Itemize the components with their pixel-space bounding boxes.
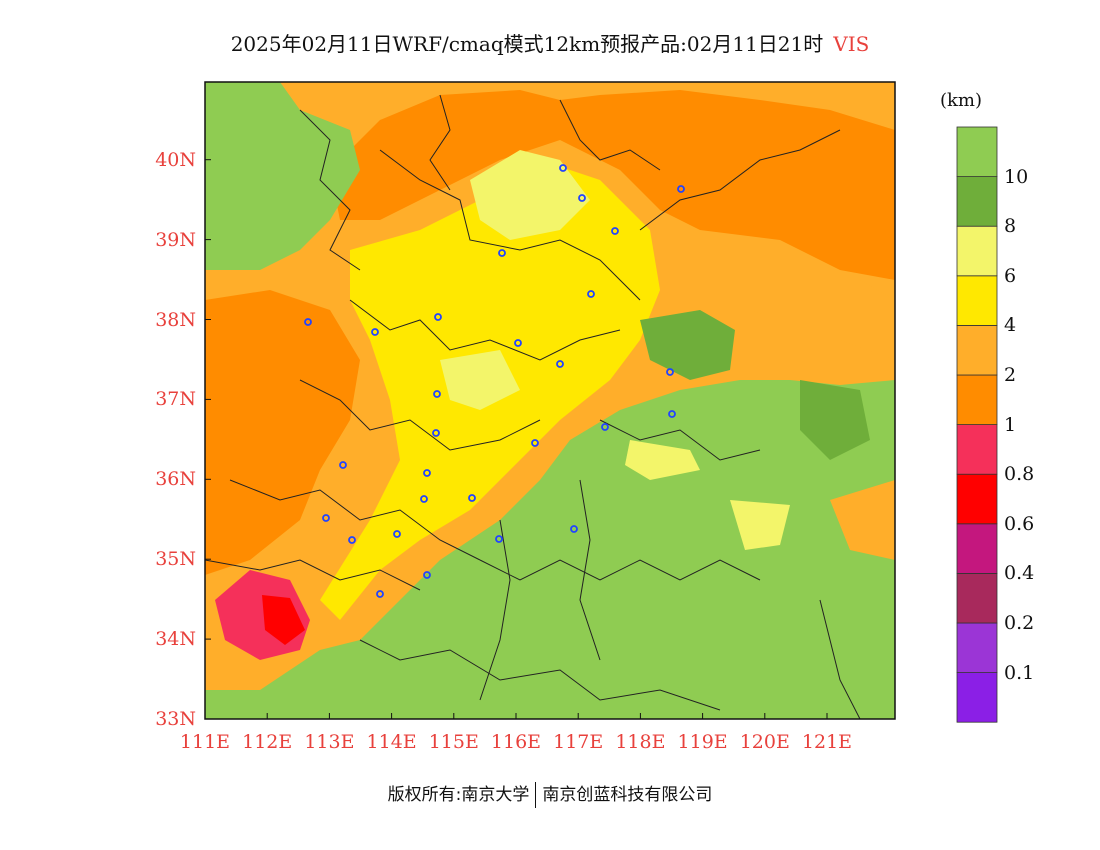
y-tick-label: 33N bbox=[155, 708, 196, 730]
x-tick-label: 115E bbox=[428, 731, 479, 753]
color-bar-segment bbox=[956, 573, 998, 624]
color-bar-segment bbox=[956, 424, 998, 475]
color-bar-label: 0.1 bbox=[1004, 661, 1035, 684]
station-marker bbox=[611, 227, 619, 235]
station-marker bbox=[433, 390, 441, 398]
boundary-lines bbox=[205, 94, 861, 719]
field-green-northwest bbox=[205, 82, 360, 270]
y-tick-label: 40N bbox=[155, 148, 196, 171]
station-marker bbox=[498, 249, 506, 257]
color-bar-segment bbox=[956, 523, 998, 574]
station-marker bbox=[531, 439, 539, 447]
y-tick-label: 37N bbox=[155, 388, 196, 411]
station-markers bbox=[304, 164, 685, 598]
x-tick-label: 117E bbox=[553, 731, 604, 753]
station-marker bbox=[376, 590, 384, 598]
color-bar-label: 1 bbox=[1004, 413, 1017, 436]
field-red-southwest bbox=[262, 595, 305, 645]
map-field bbox=[205, 82, 895, 719]
color-bar-segment bbox=[956, 324, 998, 376]
color-bar-label: 8 bbox=[1004, 215, 1017, 238]
x-tick-label: 118E bbox=[615, 731, 666, 753]
field-lightyellow-coast bbox=[730, 500, 790, 550]
y-ticks bbox=[205, 159, 211, 720]
y-tick-label: 36N bbox=[155, 468, 196, 491]
field-darkgreen-bohai bbox=[640, 310, 735, 380]
station-marker bbox=[420, 495, 428, 503]
color-bar-label: 4 bbox=[1004, 314, 1017, 337]
station-marker bbox=[322, 514, 330, 522]
y-tick-label: 39N bbox=[155, 228, 196, 251]
station-marker bbox=[495, 535, 503, 543]
station-marker bbox=[666, 368, 674, 376]
station-marker bbox=[668, 410, 676, 418]
field-lightyellow-north bbox=[470, 150, 590, 240]
station-marker bbox=[677, 185, 685, 193]
station-marker bbox=[339, 461, 347, 469]
station-marker bbox=[423, 469, 431, 477]
title-text: 2025年02月11日WRF/cmaq模式12km预报产品:02月11日21时 bbox=[230, 32, 824, 56]
color-bar-segment bbox=[956, 275, 998, 326]
color-bar-segment bbox=[956, 622, 998, 673]
color-bar-segment bbox=[956, 176, 998, 227]
y-tick-label: 38N bbox=[155, 308, 196, 331]
station-marker bbox=[432, 429, 440, 437]
footer-separator bbox=[535, 782, 537, 808]
station-marker bbox=[559, 164, 567, 172]
field-orange-west bbox=[205, 290, 360, 575]
color-bar-label: 6 bbox=[1004, 264, 1017, 287]
legend-unit: (km) bbox=[940, 90, 983, 111]
map-title: 2025年02月11日WRF/cmaq模式12km预报产品:02月11日21时 V… bbox=[0, 28, 1100, 57]
station-marker bbox=[434, 313, 442, 321]
footer-right: 南京创蓝科技有限公司 bbox=[542, 785, 713, 805]
x-tick-label: 120E bbox=[739, 731, 790, 753]
color-bar-label: 0.2 bbox=[1004, 612, 1035, 634]
x-tick-label: 112E bbox=[242, 731, 293, 753]
field-lightyellow-center bbox=[440, 350, 520, 410]
field-orange-north bbox=[330, 90, 895, 280]
station-marker bbox=[393, 530, 401, 538]
color-bar-label: 10 bbox=[1004, 165, 1029, 188]
field-lightyellow-shandong bbox=[625, 440, 700, 480]
field-darkgreen-east bbox=[800, 380, 870, 460]
x-tick-label: 113E bbox=[304, 731, 355, 753]
station-marker bbox=[578, 194, 586, 202]
y-tick-label: 35N bbox=[155, 548, 196, 571]
color-bar-label: 0.4 bbox=[1004, 562, 1035, 585]
title-variable: VIS bbox=[833, 32, 870, 56]
color-bar-segment bbox=[956, 473, 998, 525]
x-tick-label: 116E bbox=[490, 731, 542, 753]
station-marker bbox=[601, 423, 609, 431]
field-lightorange-sea bbox=[830, 480, 895, 560]
x-tick-label: 121E bbox=[801, 731, 853, 753]
station-marker bbox=[304, 318, 312, 326]
color-bar-segment bbox=[956, 126, 998, 177]
station-marker bbox=[556, 360, 564, 368]
station-marker bbox=[570, 525, 578, 533]
x-tick-label: 111E bbox=[179, 731, 231, 753]
station-marker bbox=[587, 290, 595, 298]
x-tick-label: 119E bbox=[677, 731, 728, 753]
y-tick-label: 34N bbox=[155, 628, 196, 651]
x-tick-label: 114E bbox=[366, 731, 417, 753]
x-ticks bbox=[204, 713, 828, 719]
station-marker bbox=[348, 536, 356, 544]
footer-left: 版权所有:南京大学 bbox=[387, 785, 530, 805]
station-marker bbox=[514, 339, 522, 347]
color-bar-label: 0.8 bbox=[1004, 463, 1035, 486]
color-bar-label: 2 bbox=[1004, 364, 1017, 386]
field-green-southeast bbox=[205, 380, 895, 719]
color-bar-segment bbox=[956, 374, 998, 425]
station-marker bbox=[468, 494, 476, 502]
station-marker bbox=[423, 571, 431, 579]
color-bar-label: 0.6 bbox=[1004, 512, 1035, 535]
field-lightorange-east bbox=[630, 230, 895, 360]
color-bar-segment bbox=[956, 225, 998, 277]
color-bar-segment bbox=[956, 672, 998, 723]
copyright-footer: 版权所有:南京大学 南京创蓝科技有限公司 bbox=[0, 780, 1100, 808]
color-bar bbox=[956, 126, 998, 723]
map-frame bbox=[204, 81, 896, 720]
station-marker bbox=[371, 328, 379, 336]
